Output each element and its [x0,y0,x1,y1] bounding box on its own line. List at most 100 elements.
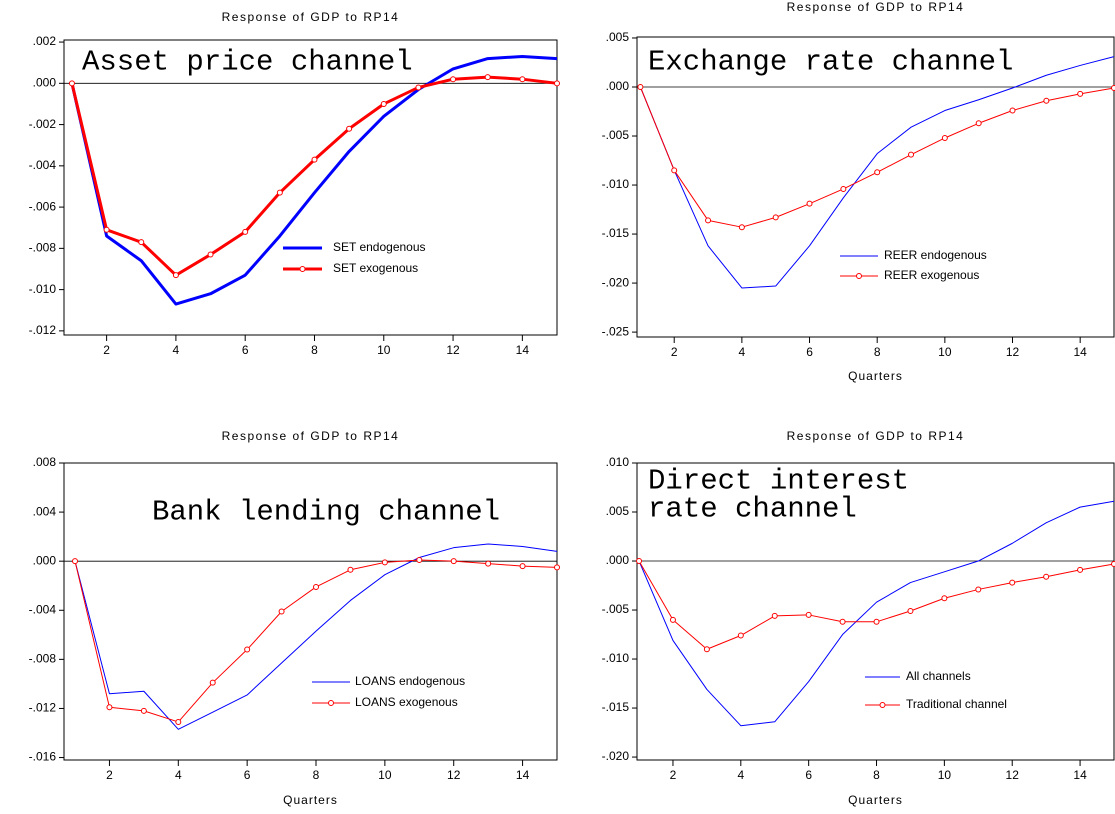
point-marker [175,718,182,725]
y-tick-label: -.012 [29,701,57,715]
x-tick-label: 14 [516,343,530,357]
point-marker [278,608,285,615]
point-marker [172,272,179,279]
point-marker [1077,566,1084,573]
x-tick-label: 2 [670,768,677,782]
y-tick-label: -.002 [29,117,57,131]
point-marker [738,224,745,231]
y-tick-label: .005 [606,504,630,518]
x-tick-label: 8 [311,343,318,357]
panel: Response of GDP to RP14 .008 .004 .000 -.004… [29,429,560,807]
x-tick-label: 6 [806,345,813,359]
x-tick-label: 12 [446,343,460,357]
point-marker [450,76,457,83]
point-marker [975,120,982,127]
annotation: Bank lending channel [152,496,500,529]
point-marker [484,74,491,81]
y-tick-label: -.010 [29,282,57,296]
x-axis-label: Quarters [848,369,903,383]
x-tick-label: 4 [739,345,746,359]
point-marker [313,583,320,590]
point-marker [207,251,214,258]
x-tick-label: 12 [1006,768,1020,782]
point-marker [554,80,560,87]
x-tick-label: 12 [447,768,461,782]
point-marker [873,618,880,625]
legend-label: All channels [906,669,971,683]
point-marker [381,559,388,566]
x-tick-label: 10 [377,343,391,357]
point-marker [907,608,914,615]
x-axis-label: Quarters [283,793,338,807]
legend-label: REER endogenous [884,248,987,262]
point-marker [1111,560,1115,567]
y-tick-label: -.005 [602,602,630,616]
y-tick-label: -.010 [602,177,630,191]
panel: Response of GDP to RP14 .010 .005 .000 -.005… [602,429,1115,807]
point-marker [311,156,318,163]
chart-title: Response of GDP to RP14 [222,10,400,24]
point-marker [941,134,948,141]
x-tick-label: 4 [175,768,182,782]
legend-marker [856,273,862,279]
point-marker [519,76,526,83]
series-line [70,75,558,277]
y-tick-label: -.006 [29,199,57,213]
annotation: rate channel [648,493,857,526]
series-line [639,86,1115,228]
y-tick-label: -.015 [602,226,630,240]
point-marker [1043,97,1050,104]
series-line [639,56,1115,289]
point-marker [941,595,948,602]
chart-title: Response of GDP to RP14 [787,429,965,443]
point-marker [1043,573,1050,580]
legend-label: REER exogenous [884,268,979,282]
x-tick-label: 6 [244,768,251,782]
point-marker [347,566,354,573]
y-tick-label: -.008 [29,652,57,666]
x-tick-label: 2 [106,768,113,782]
y-tick-label: .002 [33,34,57,48]
point-marker [242,228,249,235]
plot-frame [636,36,1115,338]
point-marker [1009,579,1016,586]
point-marker [416,556,423,563]
chart-title: Response of GDP to RP14 [787,0,965,14]
point-marker [519,563,526,570]
series-line [638,560,1115,650]
point-marker [138,239,145,246]
y-tick-label: .005 [606,30,630,44]
y-tick-label: -.004 [29,158,57,172]
panel: Response of GDP to RP14 .005 .000 -.005 -.01… [602,0,1115,383]
point-marker [106,704,113,711]
x-tick-label: 6 [805,768,812,782]
y-tick-label: .000 [606,79,630,93]
legend-marker [299,266,306,272]
x-tick-label: 14 [516,768,530,782]
plot-frame [63,462,558,761]
legend-label: Traditional channel [906,697,1007,711]
point-marker [346,125,353,132]
legend-marker [879,702,886,708]
point-marker [669,616,676,623]
point-marker [72,558,79,565]
y-tick-label: -.025 [602,324,630,338]
point-marker [276,189,283,196]
y-tick-label: -.016 [29,750,57,764]
chart-title: Response of GDP to RP14 [222,429,400,443]
y-tick-label: .010 [606,455,630,469]
y-tick-label: -.004 [29,602,57,616]
x-tick-label: 4 [173,343,180,357]
point-marker [554,564,560,571]
y-tick-label: -.008 [29,241,57,255]
point-marker [140,707,147,714]
legend-label: LOANS exogenous [355,695,458,709]
panel: Response of GDP to RP14 .002 .000 -.002 -.00… [29,10,560,357]
y-tick-label: .000 [33,75,57,89]
point-marker [703,646,710,653]
point-marker [874,169,881,176]
y-tick-label: -.020 [602,749,630,763]
x-tick-label: 12 [1006,345,1020,359]
x-tick-label: 2 [103,343,110,357]
